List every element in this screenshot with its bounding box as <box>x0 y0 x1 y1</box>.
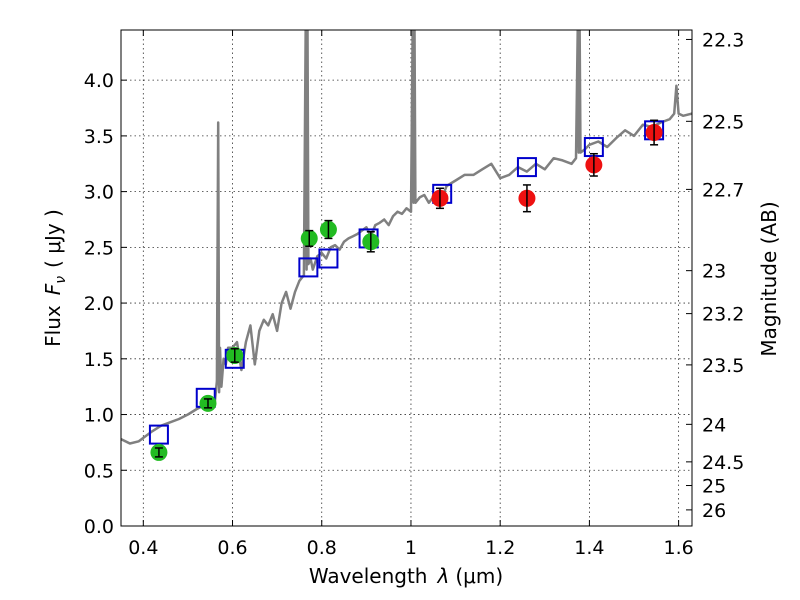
mag-tick-label: 26 <box>702 500 726 522</box>
mag-tick-label: 23.2 <box>702 304 744 326</box>
mag-tick-label: 23.5 <box>702 355 744 377</box>
y-tick-label: 2.0 <box>84 293 114 315</box>
y-tick-label: 0.5 <box>84 460 114 482</box>
plot-data <box>121 30 692 461</box>
plot-frame <box>120 29 693 527</box>
plot-area <box>121 30 692 461</box>
axis-ticks: 0.4 0.6 0.8 1 1.2 1.4 1.6 0.0 0.5 1.0 1.5 2.0 2.5 3.0… <box>84 29 745 559</box>
right-axis-label: Magnitude (AB) <box>757 201 781 356</box>
y-tick-label: 3.0 <box>84 182 114 204</box>
y-tick-label: 0.0 <box>84 516 114 538</box>
y-tick-label: 2.5 <box>84 237 114 259</box>
mag-tick-label: 24 <box>702 414 726 436</box>
mag-tick-label: 24.5 <box>702 452 744 474</box>
x-axis-label: Wavelength λ (μm) <box>309 564 503 588</box>
y-tick-label: 3.5 <box>84 126 114 148</box>
model-photometry-point <box>516 157 537 178</box>
y-tick-label: 1.5 <box>84 349 114 371</box>
y-tick-label: 1.0 <box>84 405 114 427</box>
x-tick-label: 1.2 <box>485 537 515 559</box>
y-axis-label: FluxFν( μJy ) <box>41 209 69 347</box>
mag-tick-label: 22.7 <box>702 179 744 201</box>
x-tick-label: 1.6 <box>664 537 694 559</box>
model-photometry-point <box>148 424 169 445</box>
x-tick-label: 1 <box>405 537 417 559</box>
model-photometry-point <box>298 257 319 278</box>
mag-tick-label: 22.3 <box>702 29 744 51</box>
mag-tick-label: 25 <box>702 476 726 498</box>
x-tick-label: 0.4 <box>128 537 158 559</box>
y-tick-label: 4.0 <box>84 70 114 92</box>
x-tick-label: 0.8 <box>307 537 337 559</box>
mag-tick-label: 22.5 <box>702 111 744 133</box>
x-tick-label: 0.6 <box>217 537 247 559</box>
mag-tick-label: 23 <box>702 261 726 283</box>
x-tick-label: 1.4 <box>574 537 604 559</box>
grid-lines <box>121 30 692 527</box>
spectrum-line <box>121 30 692 445</box>
model-photometry-point <box>318 248 339 269</box>
